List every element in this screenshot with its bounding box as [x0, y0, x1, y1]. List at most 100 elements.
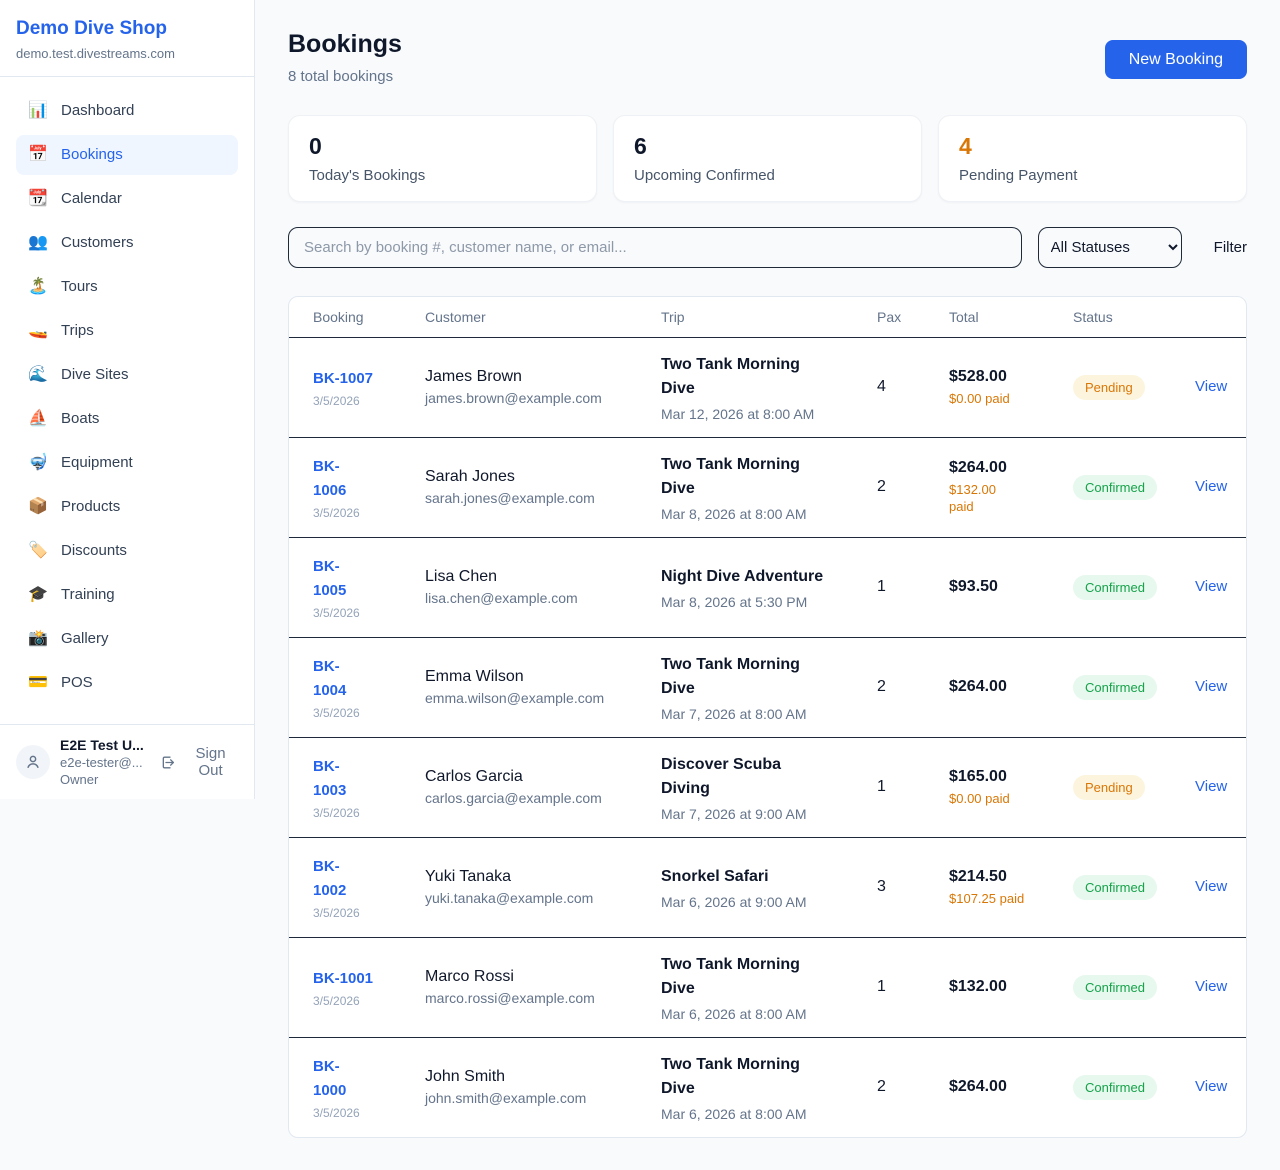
- booking-date: 3/5/2026: [313, 1105, 360, 1120]
- search-input[interactable]: [288, 226, 1022, 268]
- view-link[interactable]: View: [1195, 478, 1228, 496]
- action-cell: View: [1179, 636, 1246, 738]
- sidebar-item-label: Customers: [61, 233, 134, 251]
- column-header-total: Total: [933, 296, 1057, 338]
- sidebar-item-calendar[interactable]: 📆 Calendar: [16, 179, 238, 219]
- total-cell: $132.00: [933, 936, 1057, 1038]
- amount-paid: $0.00 paid: [949, 790, 1010, 806]
- action-cell: View: [1179, 836, 1246, 938]
- total-amount: $93.50: [949, 578, 998, 596]
- sidebar-item-pos[interactable]: 💳 POS: [16, 663, 238, 703]
- sidebar-item-label: Boats: [61, 409, 100, 427]
- booking-date: 3/5/2026: [313, 805, 360, 820]
- trip-cell: Two Tank Morning Dive Mar 8, 2026 at 8:00…: [645, 436, 861, 538]
- status-badge: Pending: [1073, 774, 1145, 800]
- trip-name: Discover Scuba Diving: [661, 755, 782, 797]
- booking-id-link[interactable]: BK- 1005: [313, 557, 347, 599]
- sidebar-item-gallery[interactable]: 📸 Gallery: [16, 619, 238, 659]
- calendar-icon: 📆: [28, 189, 48, 207]
- sidebar-item-label: Products: [61, 497, 121, 515]
- column-header-booking: Booking: [289, 296, 409, 338]
- sidebar-item-bookings[interactable]: 📅 Bookings: [16, 134, 238, 175]
- trip-cell: Two Tank Morning Dive Mar 12, 2026 at 8:0…: [645, 337, 861, 437]
- trip-datetime: Mar 6, 2026 at 9:00 AM: [661, 893, 807, 910]
- sidebar-item-training[interactable]: 🎓 Training: [16, 575, 238, 615]
- trip-name: Two Tank Morning Dive: [661, 455, 800, 497]
- action-cell: View: [1179, 536, 1246, 638]
- filter-button[interactable]: Filter: [1213, 238, 1247, 256]
- customer-email: yuki.tanaka@example.com: [425, 890, 594, 907]
- booking-id-link[interactable]: BK- 1003: [313, 757, 347, 799]
- pax-cell: 2: [861, 436, 933, 538]
- table-row: BK- 1003 3/5/2026 Carlos Garcia carlos.garc…: [289, 736, 1246, 838]
- tours-icon: 🏝️: [28, 277, 48, 295]
- customer-email: carlos.garcia@example.com: [425, 790, 602, 807]
- booking-id-link[interactable]: BK- 1004: [313, 657, 347, 699]
- gallery-icon: 📸: [28, 629, 48, 647]
- user-section: E2E Test U... e2e-tester@... Owner Sign …: [0, 724, 254, 799]
- trip-name: Night Dive Adventure: [661, 567, 824, 585]
- stats-row: 0 Today's Bookings 6 Upcoming Confirmed 4 Pen…: [288, 115, 1247, 202]
- sidebar-item-discounts[interactable]: 🏷️ Discounts: [16, 531, 238, 571]
- table-header: Booking Customer Trip Pax Total Status: [289, 296, 1246, 338]
- sidebar-item-customers[interactable]: 👥 Customers: [16, 223, 238, 263]
- trip-cell: Two Tank Morning Dive Mar 7, 2026 at 8:00…: [645, 636, 861, 738]
- trip-name: Two Tank Morning Dive: [661, 955, 800, 997]
- view-link[interactable]: View: [1195, 578, 1228, 596]
- customer-email: lisa.chen@example.com: [425, 590, 578, 607]
- customer-cell: Carlos Garcia carlos.garcia@example.com: [409, 736, 645, 838]
- status-cell: Confirmed: [1057, 636, 1179, 738]
- sidebar-item-label: Discounts: [61, 541, 127, 559]
- customer-name: Carlos Garcia: [425, 768, 523, 786]
- view-link[interactable]: View: [1195, 778, 1228, 796]
- trip-cell: Two Tank Morning Dive Mar 6, 2026 at 8:00…: [645, 936, 861, 1038]
- equipment-icon: 🤿: [28, 453, 48, 471]
- total-amount: $264.00: [949, 459, 1007, 477]
- total-cell: $165.00 $0.00 paid: [933, 736, 1057, 838]
- booking-cell: BK- 1000 3/5/2026: [289, 1036, 409, 1138]
- view-link[interactable]: View: [1195, 978, 1228, 996]
- sidebar-item-boats[interactable]: ⛵ Boats: [16, 399, 238, 439]
- total-amount: $528.00: [949, 367, 1007, 385]
- stat-label: Upcoming Confirmed: [634, 166, 775, 184]
- new-booking-button[interactable]: New Booking: [1104, 40, 1247, 79]
- booking-id-link[interactable]: BK- 1000: [313, 1057, 347, 1099]
- booking-id-link[interactable]: BK- 1006: [313, 457, 347, 499]
- user-role: Owner: [60, 772, 99, 787]
- sidebar-item-dashboard[interactable]: 📊 Dashboard: [16, 91, 238, 131]
- sidebar-item-label: POS: [61, 673, 93, 691]
- customer-name: Marco Rossi: [425, 968, 514, 986]
- booking-id-link[interactable]: BK- 1002: [313, 857, 347, 899]
- total-cell: $528.00 $0.00 paid: [933, 337, 1057, 437]
- action-cell: View: [1179, 936, 1246, 1038]
- customer-cell: Emma Wilson emma.wilson@example.com: [409, 636, 645, 738]
- amount-paid: $0.00 paid: [949, 390, 1010, 406]
- booking-cell: BK- 1006 3/5/2026: [289, 436, 409, 538]
- view-link[interactable]: View: [1195, 678, 1228, 696]
- sidebar-nav: 📊 Dashboard 📅 Bookings 📆 Calendar 👥 Customers 🏝️…: [0, 77, 254, 724]
- sidebar-item-label: Gallery: [61, 629, 109, 647]
- status-select[interactable]: All Statuses: [1037, 226, 1182, 268]
- sidebar-item-tours[interactable]: 🏝️ Tours: [16, 267, 238, 307]
- sign-out-button[interactable]: Sign Out: [160, 745, 238, 779]
- trip-datetime: Mar 8, 2026 at 5:30 PM: [661, 593, 808, 610]
- total-cell: $93.50: [933, 536, 1057, 638]
- customer-email: emma.wilson@example.com: [425, 690, 605, 707]
- trip-datetime: Mar 7, 2026 at 8:00 AM: [661, 705, 807, 722]
- sidebar-item-products[interactable]: 📦 Products: [16, 487, 238, 527]
- view-link[interactable]: View: [1195, 378, 1228, 396]
- sidebar-item-trips[interactable]: 🚤 Trips: [16, 311, 238, 351]
- view-link[interactable]: View: [1195, 878, 1228, 896]
- view-link[interactable]: View: [1195, 1078, 1228, 1096]
- user-info: E2E Test U... e2e-tester@... Owner: [60, 737, 160, 787]
- sidebar-item-dive-sites[interactable]: 🌊 Dive Sites: [16, 355, 238, 395]
- booking-id-link[interactable]: BK-1007: [313, 369, 374, 387]
- column-header-actions: [1179, 296, 1246, 338]
- sidebar-item-equipment[interactable]: 🤿 Equipment: [16, 443, 238, 483]
- customer-email: james.brown@example.com: [425, 390, 602, 407]
- trip-datetime: Mar 6, 2026 at 8:00 AM: [661, 1005, 807, 1022]
- sidebar-item-label: Calendar: [61, 189, 122, 207]
- customer-cell: James Brown james.brown@example.com: [409, 337, 645, 437]
- page-header-text: Bookings 8 total bookings: [288, 30, 402, 85]
- booking-id-link[interactable]: BK-1001: [313, 969, 374, 987]
